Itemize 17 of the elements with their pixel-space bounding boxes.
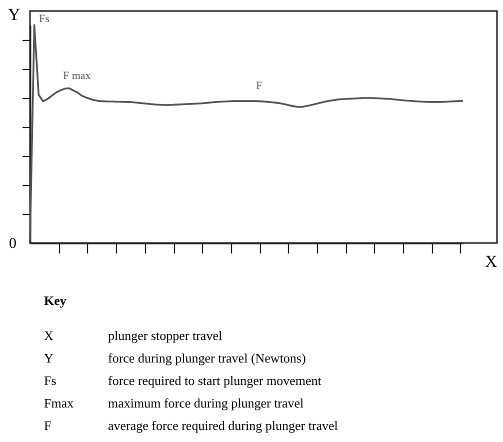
text: Key: [44, 293, 67, 308]
text: Fs: [44, 373, 56, 388]
text: force required to start plunger movement: [108, 373, 322, 388]
text: F: [44, 418, 52, 433]
text: Y: [44, 350, 54, 366]
annotation: F max: [63, 70, 92, 82]
annotation: Fs: [39, 13, 50, 25]
text: 0: [9, 236, 16, 252]
text: X: [44, 328, 54, 343]
text: average force required during plunger travel: [108, 418, 338, 433]
y-axis-title: Y: [8, 5, 20, 24]
text: maximum force during plunger travel: [108, 396, 304, 410]
text: Fmax: [44, 396, 74, 410]
x-axis-title: X: [485, 252, 498, 271]
annotation: F: [256, 80, 262, 92]
text: force during plunger travel (Newtons): [108, 350, 306, 366]
text: plunger stopper travel: [108, 328, 222, 343]
